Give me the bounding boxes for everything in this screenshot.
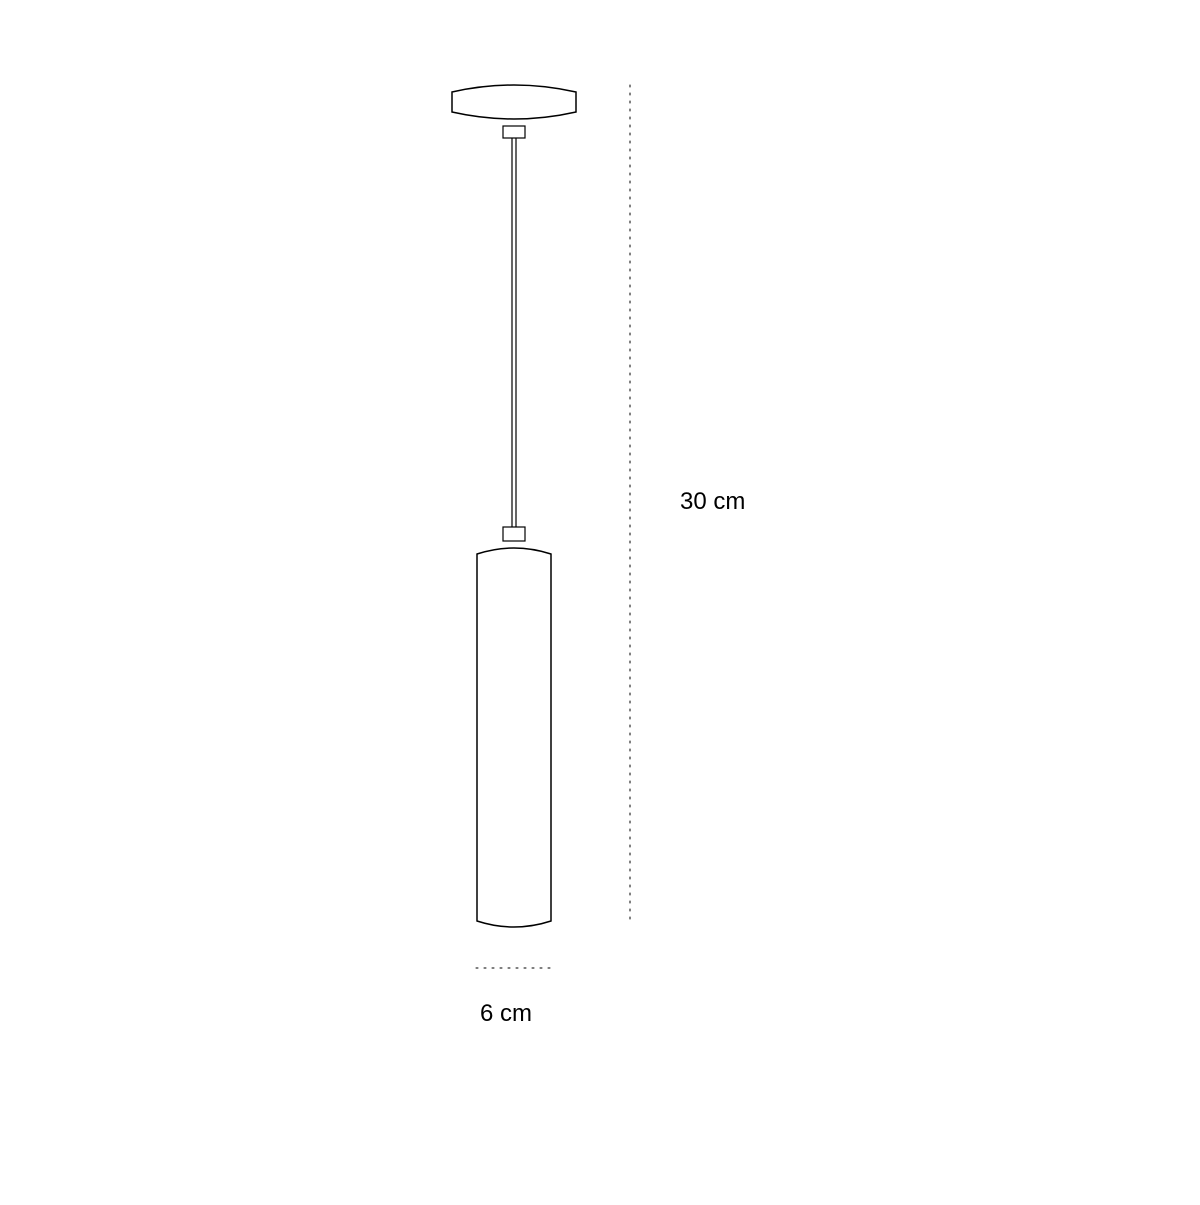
diagram-canvas: 30 cm 6 cm bbox=[0, 0, 1200, 1200]
tube-body bbox=[477, 548, 551, 927]
tube-neck bbox=[503, 527, 525, 541]
height-dimension-label: 30 cm bbox=[680, 488, 745, 516]
width-dimension-label: 6 cm bbox=[480, 1000, 532, 1028]
canopy-neck bbox=[503, 126, 525, 138]
pendant-lamp-drawing bbox=[0, 0, 1200, 1200]
canopy bbox=[452, 85, 576, 119]
